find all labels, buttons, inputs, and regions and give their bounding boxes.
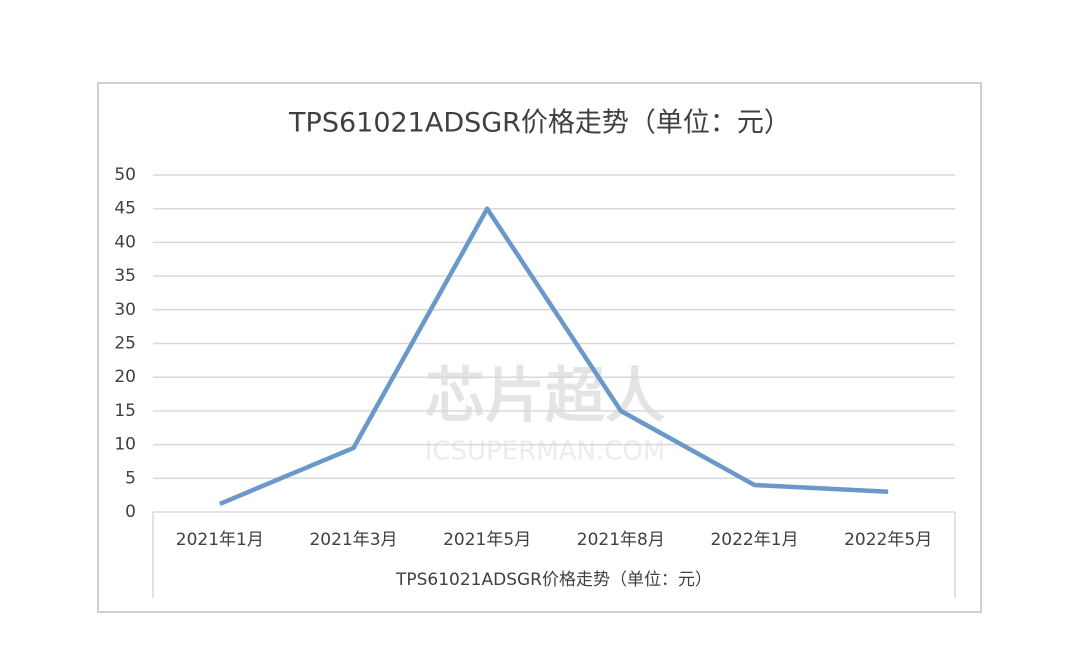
x-tick-label: 2021年1月 (176, 530, 264, 550)
x-tick-label: 2021年8月 (577, 530, 665, 550)
y-tick-label: 0 (125, 502, 136, 522)
y-tick-label: 15 (114, 401, 136, 421)
y-tick-label: 45 (114, 199, 136, 219)
y-tick-label: 50 (114, 165, 136, 185)
watermark: ICSUPERMAN.COM (425, 437, 666, 467)
x-tick-label: 2021年5月 (443, 530, 531, 550)
chart-title: TPS61021ADSGR价格走势（单位：元） (288, 108, 791, 139)
y-tick-label: 10 (114, 435, 136, 455)
x-tick-label: 2022年5月 (844, 530, 932, 550)
x-tick-label: 2021年3月 (309, 530, 397, 550)
x-axis-label: TPS61021ADSGR价格走势（单位：元） (395, 570, 712, 590)
chart-frame (97, 82, 982, 613)
y-tick-label: 40 (114, 232, 136, 252)
y-tick-label: 30 (114, 300, 136, 320)
y-tick-label: 35 (114, 266, 136, 286)
y-tick-label: 5 (125, 468, 136, 488)
line-series (218, 206, 889, 506)
x-tick-label: 2022年1月 (710, 530, 798, 550)
watermark: 芯片超人 (425, 362, 665, 432)
y-tick-label: 25 (114, 334, 136, 354)
y-tick-label: 20 (114, 367, 136, 387)
